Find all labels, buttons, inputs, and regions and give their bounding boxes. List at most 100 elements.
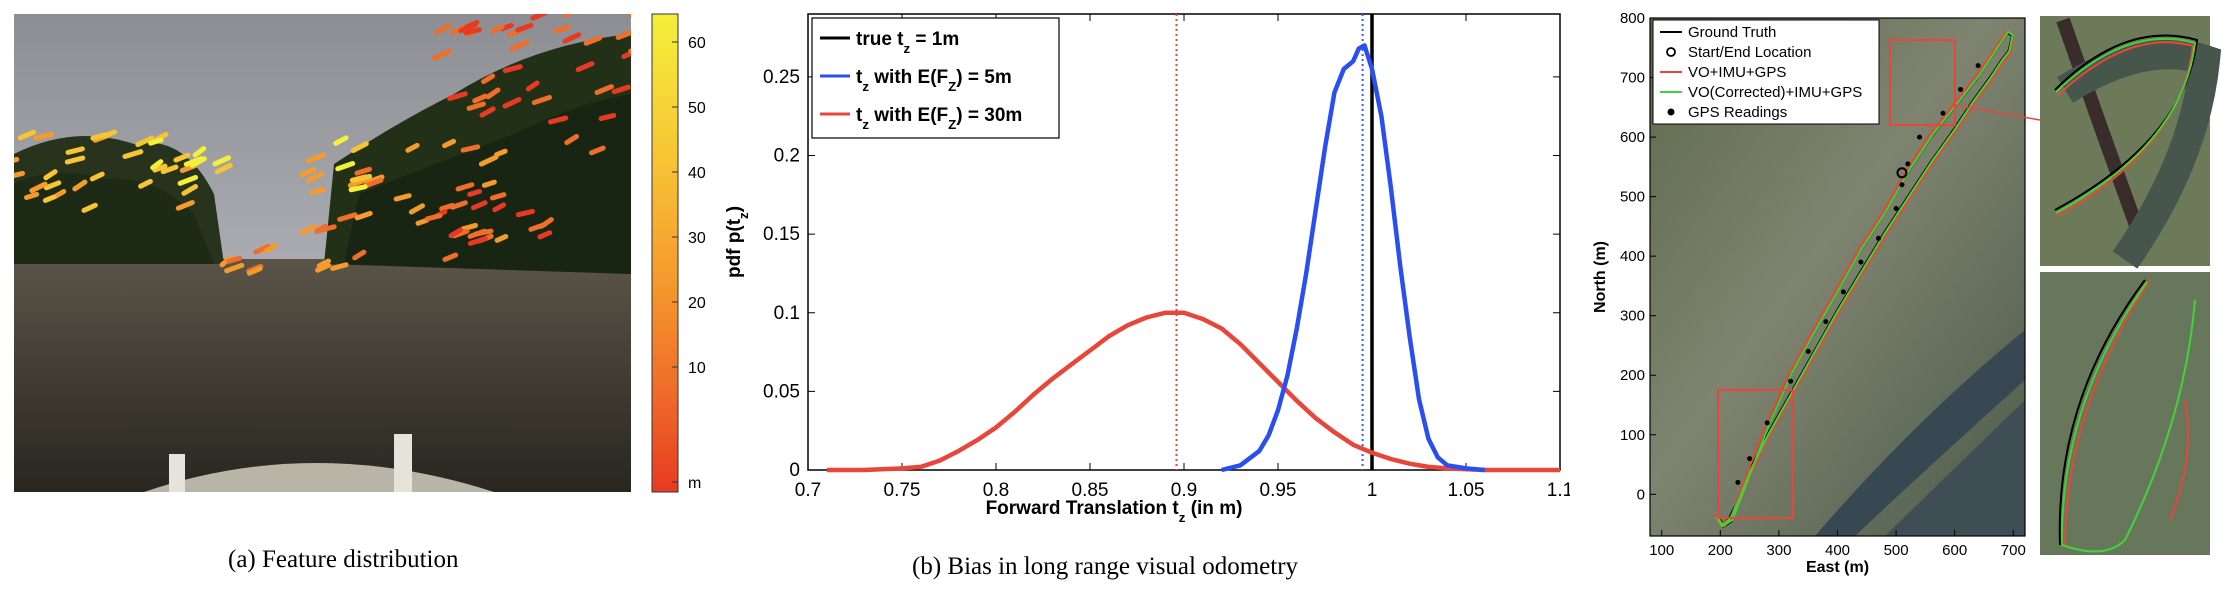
feature-track: [152, 163, 168, 173]
feature-track: [415, 217, 430, 226]
feature-track: [467, 188, 483, 197]
feature-track: [458, 22, 478, 34]
colorbar: 60 50 40 30 20 10 m: [651, 13, 706, 493]
y-tick-label: 0.2: [774, 146, 800, 167]
feature-track: [434, 23, 452, 35]
feature-track: [548, 115, 569, 125]
feature-track: [347, 177, 367, 188]
x-tick-label: 0.95: [1260, 480, 1297, 501]
feature-track: [537, 230, 553, 240]
feature-track: [305, 171, 325, 184]
feature-track: [447, 91, 468, 101]
feature-track: [246, 266, 263, 276]
feature-track: [463, 27, 482, 36]
legend-label: tz with E(FZ) = 30m: [856, 105, 1022, 132]
feature-track: [305, 152, 327, 164]
legend-label: tz with E(FZ) = 5m: [856, 67, 1012, 94]
feature-track: [148, 137, 164, 146]
map-legend-label: VO(Corrected)+IMU+GPS: [1688, 84, 1862, 101]
colorbar-tick-label: 50: [688, 100, 706, 117]
feature-track: [354, 210, 373, 221]
feature-track: [442, 138, 457, 149]
feature-track: [350, 141, 369, 154]
map-y-tick-label: 700: [1620, 70, 1645, 87]
feature-track: [183, 156, 204, 167]
feature-track: [315, 224, 337, 234]
y-tick-label: 0.05: [763, 381, 800, 402]
feature-track: [615, 30, 631, 40]
feature-track: [330, 262, 349, 271]
gps-reading: [1805, 348, 1811, 354]
gps-reading: [1788, 378, 1794, 384]
gps-reading: [1917, 134, 1923, 140]
x-tick-label: 1: [1367, 480, 1378, 501]
map-legend-label: Ground Truth: [1688, 24, 1776, 41]
feature-track: [466, 101, 486, 111]
map-y-axis-label: North (m): [1592, 241, 1609, 313]
feature-track: [575, 61, 595, 73]
feature-track: [263, 242, 278, 254]
start-end-marker: [1896, 167, 1908, 179]
gps-reading: [1735, 479, 1741, 485]
map-y-tick-label: 200: [1620, 367, 1645, 384]
feature-track: [72, 179, 88, 192]
feature-track: [562, 32, 582, 44]
feature-track: [531, 94, 553, 106]
gps-reading: [1858, 259, 1864, 265]
map-x-tick-label: 600: [1942, 542, 1967, 559]
feature-track: [492, 202, 507, 213]
feature-track: [553, 24, 571, 34]
feature-track: [24, 191, 40, 200]
feature-track: [335, 161, 356, 172]
feature-track: [364, 174, 385, 186]
feature-track: [502, 64, 523, 74]
feature-track: [472, 93, 488, 104]
colorbar-gradient: [651, 13, 679, 493]
feature-track: [150, 159, 164, 171]
gps-reading: [1876, 235, 1882, 241]
feature-track: [489, 192, 507, 201]
feature-track: [530, 14, 549, 21]
feature-track: [564, 133, 579, 146]
feature-track: [594, 84, 614, 96]
x-tick-label: 0.7: [795, 480, 821, 501]
caption-b: (b) Bias in long range visual odometry: [912, 553, 1299, 580]
zoom-connector: [1954, 104, 2041, 121]
legend-label: true tz = 1m: [856, 29, 959, 56]
pdf-chart: 0.7 0.75 0.8 0.85 0.9 0.95 1 1.05 1.1 0 0.05 0.1 0.1…: [724, 13, 1570, 525]
x-tick-label: 1.1: [1547, 480, 1570, 501]
feature-track: [448, 227, 464, 239]
feature-track: [509, 39, 530, 52]
map-x-tick-label: 700: [2001, 542, 2026, 559]
feature-track: [43, 180, 62, 191]
feature-track: [363, 177, 384, 189]
gps-reading: [1899, 182, 1905, 188]
feature-track: [393, 193, 412, 202]
legend-box: [811, 17, 1060, 139]
feature-track: [515, 208, 535, 218]
map-legend: Ground Truth Start/End Location VO+IMU+GPS…: [1652, 19, 1880, 125]
feature-track: [562, 14, 574, 18]
feature-track: [424, 213, 443, 222]
feature-track: [333, 135, 349, 146]
map-x-tick-label: 100: [1649, 542, 1674, 559]
feature-track: [627, 14, 631, 18]
trajectory-map: 100 200 300 400 500 600 700 0 100 200 300 400 500 600…: [1592, 10, 2222, 576]
feature-track: [14, 170, 26, 179]
feature-track: [52, 189, 67, 200]
map-legend-label: VO+IMU+GPS: [1688, 64, 1786, 81]
feature-track: [502, 97, 522, 109]
feature-track: [439, 202, 455, 212]
feature-track: [460, 144, 481, 153]
map-legend-label: Start/End Location: [1688, 44, 1811, 61]
feature-track: [611, 84, 631, 95]
zoom-box-bottom: [1717, 389, 1794, 519]
feature-track: [490, 24, 505, 34]
colorbar-tick-label: m: [688, 475, 701, 492]
feature-track: [173, 152, 191, 163]
feature-track: [621, 50, 631, 60]
caption-a: (a) Feature distribution: [228, 546, 459, 573]
feature-track: [467, 236, 488, 246]
feature-photo: [14, 14, 631, 492]
gps-reading: [1823, 319, 1829, 325]
